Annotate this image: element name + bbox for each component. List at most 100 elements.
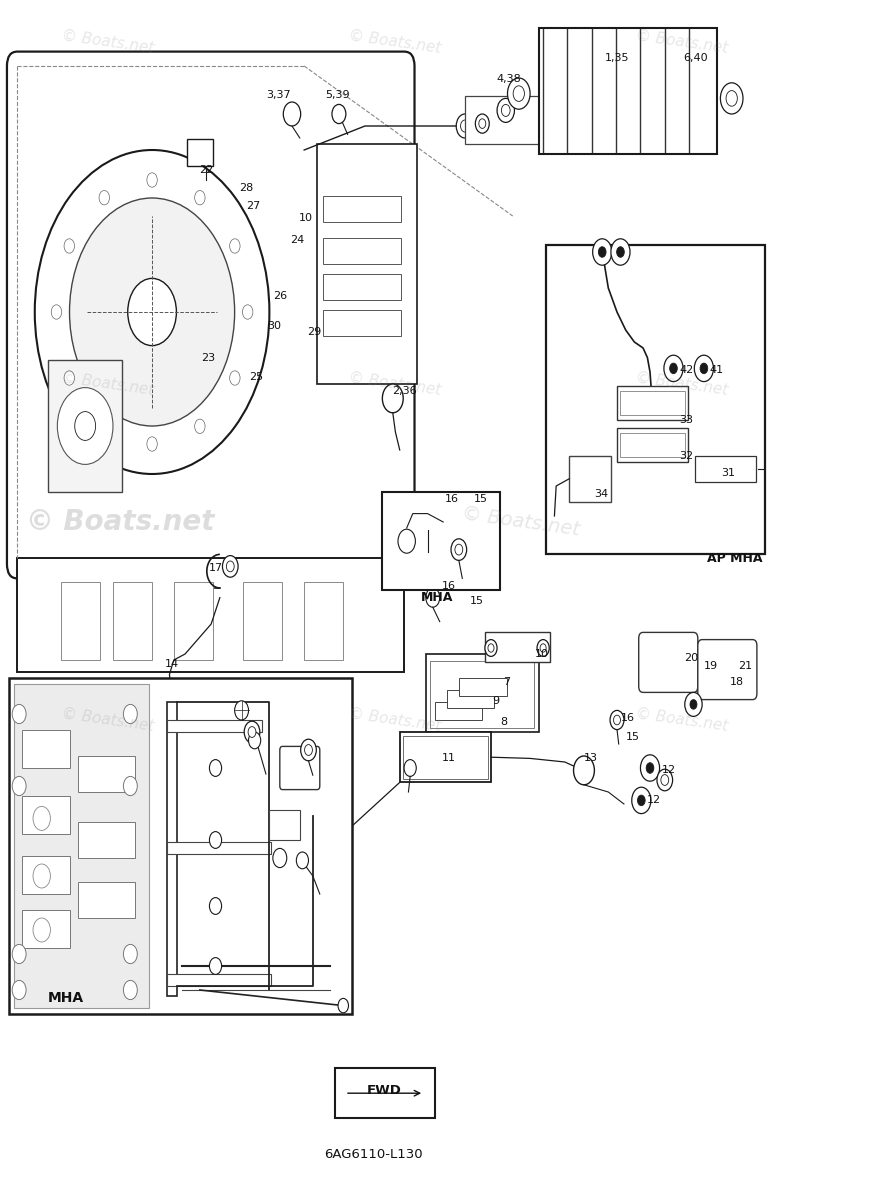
Circle shape (304, 744, 313, 756)
Circle shape (123, 776, 137, 796)
Bar (335, 1068, 434, 1118)
Text: 22: 22 (199, 166, 213, 175)
Circle shape (398, 529, 415, 553)
Text: 3,37: 3,37 (266, 90, 290, 100)
Circle shape (638, 796, 645, 805)
Text: 32: 32 (680, 451, 693, 461)
Circle shape (99, 191, 109, 205)
Bar (17, 558, 404, 672)
Circle shape (123, 980, 137, 1000)
Text: © Boats.net: © Boats.net (461, 504, 581, 540)
Text: 24: 24 (290, 235, 304, 245)
Text: 16: 16 (445, 494, 459, 504)
Text: 19: 19 (704, 661, 718, 671)
Circle shape (640, 755, 660, 781)
Bar (485, 632, 550, 662)
Text: 23: 23 (202, 353, 216, 362)
Circle shape (35, 150, 269, 474)
Bar (187, 139, 213, 166)
Bar (430, 661, 534, 728)
Text: 31: 31 (721, 468, 735, 478)
Circle shape (611, 239, 630, 265)
Text: 29: 29 (308, 328, 322, 337)
Text: © Boats.net: © Boats.net (26, 508, 215, 536)
Circle shape (12, 704, 26, 724)
Bar (569, 456, 611, 502)
Bar (78, 756, 135, 792)
Text: 1,35: 1,35 (605, 53, 629, 62)
Bar (167, 702, 177, 996)
Circle shape (479, 119, 486, 128)
Circle shape (189, 746, 206, 770)
Bar (465, 96, 541, 144)
Circle shape (296, 852, 308, 869)
Circle shape (610, 710, 624, 730)
Circle shape (75, 412, 96, 440)
Circle shape (64, 239, 75, 253)
Text: 6AG6110-L130: 6AG6110-L130 (324, 1148, 423, 1160)
Text: 33: 33 (680, 415, 693, 425)
Text: MHA: MHA (421, 592, 454, 604)
Circle shape (99, 419, 109, 433)
Circle shape (664, 355, 683, 382)
Circle shape (179, 734, 186, 744)
Circle shape (209, 760, 222, 776)
Circle shape (338, 998, 348, 1013)
Bar (323, 238, 401, 264)
Bar (620, 433, 685, 457)
Bar (167, 842, 271, 854)
FancyBboxPatch shape (7, 52, 415, 578)
Circle shape (229, 239, 240, 253)
Circle shape (123, 944, 137, 964)
Circle shape (229, 371, 240, 385)
Bar (620, 391, 685, 415)
Circle shape (222, 556, 238, 577)
Text: 6,40: 6,40 (683, 53, 707, 62)
Circle shape (195, 191, 205, 205)
Circle shape (166, 754, 173, 763)
Bar (459, 678, 507, 696)
Circle shape (12, 944, 26, 964)
Text: 11: 11 (441, 754, 455, 763)
Circle shape (51, 305, 62, 319)
Text: © Boats.net: © Boats.net (348, 370, 442, 398)
Bar (243, 582, 282, 660)
Bar (323, 196, 401, 222)
Bar (382, 492, 500, 590)
Circle shape (720, 83, 743, 114)
Circle shape (194, 754, 201, 763)
Circle shape (70, 198, 235, 426)
Circle shape (273, 848, 287, 868)
Bar (113, 582, 152, 660)
FancyBboxPatch shape (280, 746, 320, 790)
Circle shape (404, 760, 416, 776)
FancyBboxPatch shape (639, 632, 698, 692)
Bar (617, 386, 688, 420)
Circle shape (670, 364, 677, 373)
Circle shape (249, 732, 261, 749)
Bar (434, 702, 482, 720)
Text: © Boats.net: © Boats.net (348, 28, 442, 56)
Circle shape (128, 278, 176, 346)
Circle shape (632, 787, 651, 814)
Circle shape (209, 832, 222, 848)
Circle shape (332, 104, 346, 124)
Text: 27: 27 (246, 202, 260, 211)
Bar (447, 690, 494, 708)
Bar (269, 810, 300, 840)
Text: 30: 30 (268, 322, 282, 331)
Text: 15: 15 (474, 494, 488, 504)
Text: © Boats.net: © Boats.net (634, 706, 729, 734)
Text: 13: 13 (584, 754, 598, 763)
Text: 16: 16 (441, 581, 455, 590)
Circle shape (12, 980, 26, 1000)
Circle shape (123, 704, 137, 724)
Bar (400, 732, 491, 782)
Text: 17: 17 (209, 563, 222, 572)
Circle shape (301, 739, 316, 761)
Circle shape (497, 98, 514, 122)
Bar (22, 796, 70, 834)
Circle shape (174, 727, 191, 751)
Bar (403, 736, 488, 779)
Circle shape (574, 756, 594, 785)
